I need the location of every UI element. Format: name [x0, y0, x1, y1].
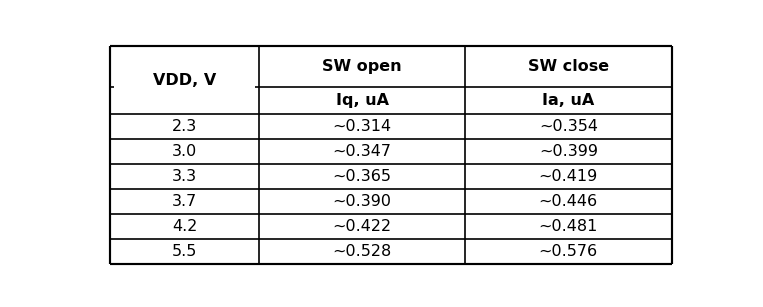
Text: 5.5: 5.5	[172, 244, 198, 259]
Text: ~0.446: ~0.446	[539, 194, 598, 209]
Text: ~0.347: ~0.347	[333, 144, 391, 159]
Text: SW open: SW open	[322, 59, 402, 74]
Text: ~0.354: ~0.354	[539, 119, 597, 134]
Text: 3.3: 3.3	[172, 169, 197, 184]
Text: 4.2: 4.2	[172, 219, 198, 234]
Text: ~0.528: ~0.528	[333, 244, 391, 259]
Text: Iq, uA: Iq, uA	[336, 93, 388, 108]
Text: ~0.422: ~0.422	[333, 219, 391, 234]
Text: 2.3: 2.3	[172, 119, 197, 134]
Text: VDD, V: VDD, V	[153, 72, 216, 87]
Text: ~0.419: ~0.419	[539, 169, 598, 184]
Text: SW close: SW close	[528, 59, 609, 74]
Text: ~0.576: ~0.576	[539, 244, 598, 259]
Text: ~0.390: ~0.390	[333, 194, 391, 209]
Text: Ia, uA: Ia, uA	[542, 93, 594, 108]
Text: ~0.481: ~0.481	[539, 219, 598, 234]
Text: ~0.314: ~0.314	[333, 119, 391, 134]
Text: 3.0: 3.0	[172, 144, 197, 159]
Text: ~0.365: ~0.365	[333, 169, 391, 184]
Text: ~0.399: ~0.399	[539, 144, 597, 159]
Text: 3.7: 3.7	[172, 194, 197, 209]
